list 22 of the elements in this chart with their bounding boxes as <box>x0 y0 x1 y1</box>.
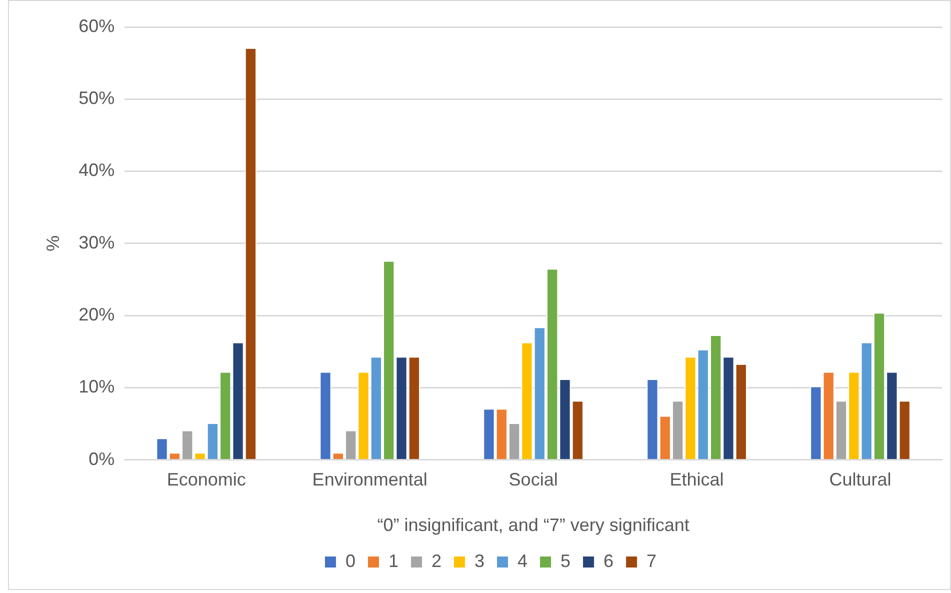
x-tick-label: Environmental <box>312 470 428 490</box>
legend-label: 6 <box>604 550 614 571</box>
y-tick-label: 30% <box>78 232 115 252</box>
legend-label: 1 <box>388 550 398 571</box>
y-tick-label: 0% <box>88 448 115 469</box>
legend-label: 7 <box>646 550 657 571</box>
y-tick-label: 60% <box>78 16 115 36</box>
y-tick-label: 50% <box>78 88 115 108</box>
legend-label: 3 <box>474 550 485 571</box>
x-tick-label: Economic <box>166 470 246 490</box>
legend-label: 4 <box>518 550 528 571</box>
x-axis-title: “0” insignificant, and “7” very significant <box>377 515 690 536</box>
x-tick-label: Ethical <box>670 470 724 490</box>
y-axis-title: % <box>42 235 63 252</box>
legend-label: 2 <box>431 550 442 571</box>
y-tick-label: 20% <box>78 304 115 324</box>
x-tick-label: Social <box>508 470 558 490</box>
y-tick-label: 10% <box>78 376 115 397</box>
legend-label: 0 <box>345 550 356 571</box>
x-tick-label: Cultural <box>829 470 892 490</box>
legend-label: 5 <box>560 550 571 571</box>
y-tick-label: 40% <box>78 160 115 180</box>
